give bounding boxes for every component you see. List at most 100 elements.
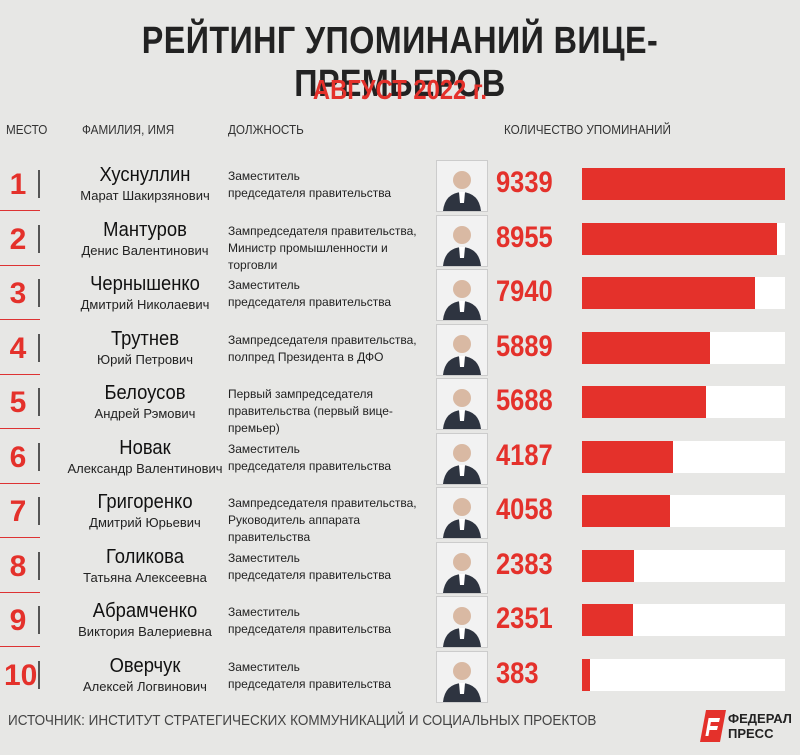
position-text: Заместитель председателя правительства (228, 604, 438, 638)
row-separator (0, 264, 40, 266)
position-line: председателя правительства (228, 295, 392, 309)
rank-number: 2 (9, 222, 27, 256)
surname: Трутнев (110, 327, 180, 350)
position-line: Заместитель (228, 605, 300, 619)
bar (582, 440, 673, 473)
mention-count: 9339 (496, 166, 553, 199)
rank-divider (38, 497, 40, 525)
portrait-photo (436, 323, 488, 376)
position-line: Зампредседателя правительства, (228, 496, 417, 510)
position-line: председателя правительства (228, 567, 392, 582)
position-line: Зампредседателя правительства, (228, 332, 417, 347)
position-line: Руководитель аппарата правительства (228, 513, 361, 544)
surname: Оверчук (109, 654, 181, 677)
full-name: Дмитрий Николаевич (80, 297, 210, 312)
portrait-photo (436, 269, 488, 321)
rank-divider (38, 279, 40, 307)
position-text: Зампредседателя правительства, полпред Пр… (228, 332, 438, 366)
full-name: Алексей Логвинович (83, 678, 207, 694)
chart-subtitle: АВГУСТ 2022 г. (312, 74, 488, 105)
mention-count: 2383 (496, 547, 553, 581)
rank-number: 10 (4, 658, 38, 692)
mention-count: 383 (496, 656, 539, 690)
row-separator (0, 210, 40, 211)
surname: Мантуров (103, 218, 187, 241)
rank-number: 9 (9, 604, 27, 637)
row-separator (0, 591, 40, 593)
rank-divider (38, 333, 40, 362)
rank-divider (38, 660, 40, 689)
rank-number: 4 (9, 331, 27, 365)
position-text: Заместитель председателя правительства (228, 441, 438, 475)
position-line: Заместитель (228, 550, 300, 565)
rank-number: 3 (9, 277, 27, 310)
surname: Абрамченко (92, 600, 198, 622)
bar (582, 604, 634, 636)
bar (582, 331, 710, 364)
position-text: Заместитель председателя правительства (228, 659, 438, 693)
position-line: председателя правительства (228, 186, 392, 200)
position-line: полпред Президента в ДФО (228, 349, 384, 364)
portrait-photo (436, 487, 488, 539)
rank-number: 8 (9, 549, 27, 583)
bar (582, 277, 755, 309)
position-text: Заместитель председателя правительства (228, 168, 438, 202)
position-line: Заместитель (228, 169, 300, 183)
federal-press-logo: ФЕДЕРАЛ ПРЕСС (700, 706, 796, 746)
mention-count: 2351 (496, 602, 553, 635)
full-name: Виктория Валериевна (78, 624, 212, 639)
position-text: Первый зампредседателя правительства (пер… (228, 386, 438, 437)
surname: Новак (119, 436, 171, 459)
mention-count: 4187 (496, 438, 553, 472)
chart-title: РЕЙТИНГ УПОМИНАНИЙ ВИЦЕ-ПРЕМЬЕРОВ (141, 20, 659, 105)
portrait-photo (436, 378, 488, 430)
position-line: председателя правительства (228, 458, 392, 473)
logo-line-1: ФЕДЕРАЛ (728, 711, 792, 726)
surname: Белоусов (104, 382, 186, 404)
rank-divider (38, 224, 40, 253)
position-line: правительства (первый вице-премьер) (228, 404, 393, 435)
rank-number: 1 (9, 168, 27, 201)
position-text: Заместитель председателя правительства (228, 550, 438, 584)
full-name: Дмитрий Юрьевич (89, 515, 201, 530)
row-separator (0, 428, 40, 429)
full-name: Марат Шакирзянович (80, 188, 210, 203)
rank-number: 5 (9, 386, 27, 419)
bar (582, 549, 634, 582)
surname: Григоренко (97, 491, 193, 513)
mention-count: 7940 (496, 275, 553, 308)
portrait-photo (436, 596, 488, 648)
row-separator (0, 373, 40, 375)
logo-line-2: ПРЕСС (728, 726, 774, 741)
full-name: Андрей Рэмович (94, 406, 196, 421)
position-line: Заместитель (228, 278, 300, 292)
rank-divider (38, 606, 40, 634)
source-note: ИСТОЧНИК: ИНСТИТУТ СТРАТЕГИЧЕСКИХ КОММУН… (8, 712, 597, 729)
surname: Чернышенко (90, 273, 200, 295)
portrait-photo (436, 541, 488, 594)
position-line: Заместитель (228, 441, 300, 456)
full-name: Денис Валентинович (81, 242, 209, 258)
bar (582, 168, 785, 200)
mention-count: 8955 (496, 220, 553, 254)
column-header-rank: МЕСТО (6, 122, 48, 137)
position-line: председателя правительства (228, 676, 392, 691)
mention-count: 4058 (496, 493, 553, 526)
portrait-photo (436, 650, 488, 703)
position-line: Министр промышленности и торговли (228, 240, 388, 272)
bar (582, 495, 671, 527)
column-header-position: ДОЛЖНОСТЬ (228, 122, 304, 137)
row-separator (0, 319, 40, 320)
row-separator (0, 537, 40, 538)
rank-number: 7 (9, 495, 27, 528)
mention-count: 5889 (496, 329, 553, 363)
bar (582, 222, 777, 255)
rank-number: 6 (9, 440, 27, 474)
position-line: Первый зампредседателя (228, 387, 373, 401)
portrait-photo (436, 432, 488, 485)
position-line: Зампредседателя правительства, (228, 223, 417, 238)
bar-track (582, 658, 785, 691)
rank-divider (38, 170, 40, 198)
surname: Хуснуллин (99, 164, 191, 186)
